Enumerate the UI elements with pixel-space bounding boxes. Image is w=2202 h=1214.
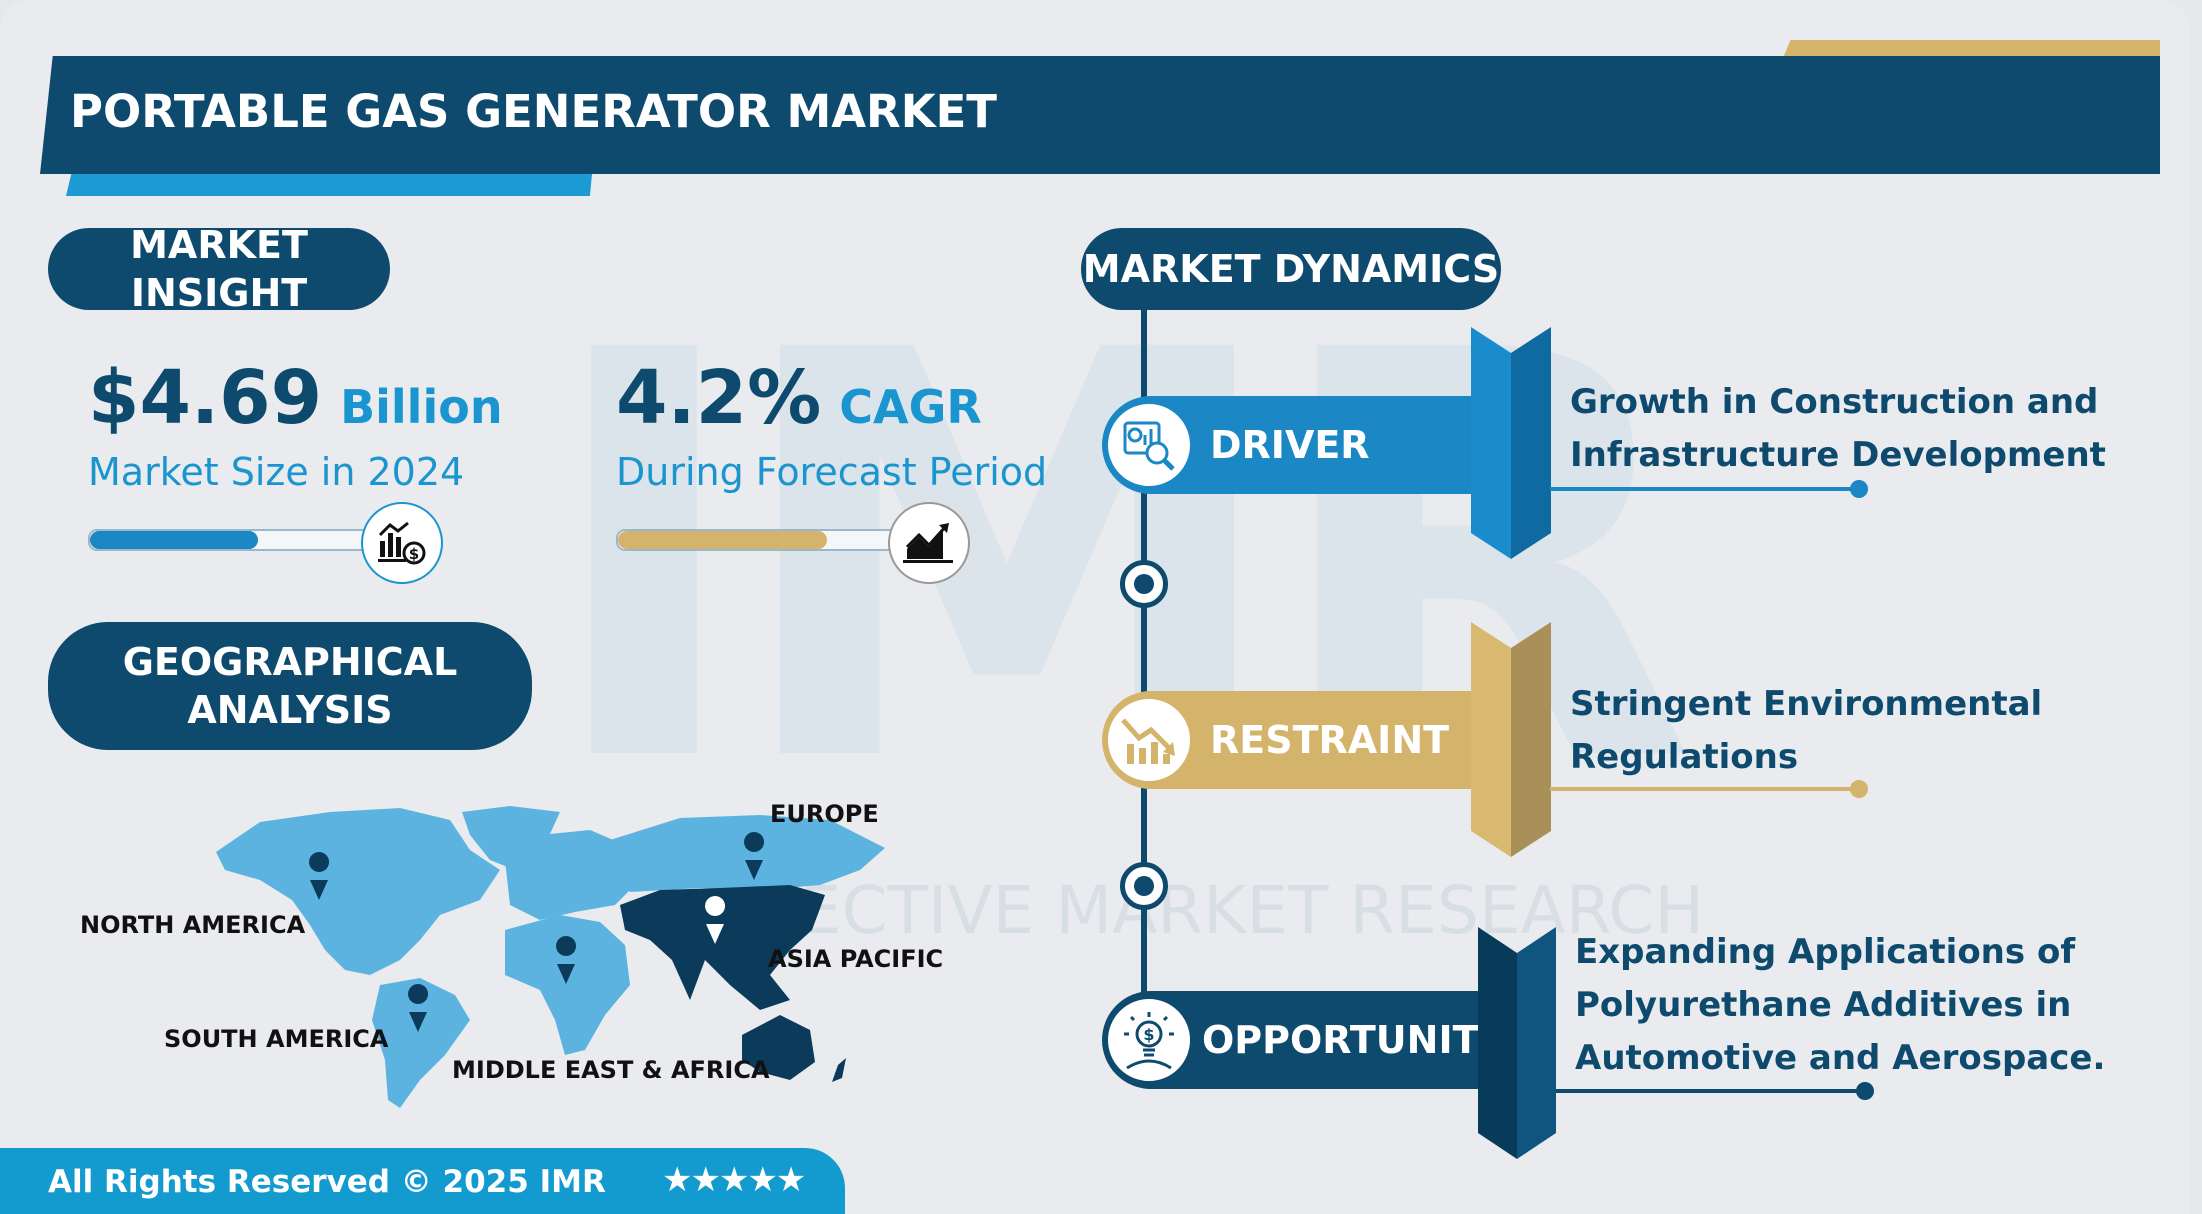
header-gold-stripe xyxy=(1783,40,2160,58)
analytics-magnifier-icon xyxy=(1104,400,1194,490)
restraint-chevron xyxy=(1471,622,1551,857)
region-label-middle-east-africa: MIDDLE EAST & AFRICA xyxy=(452,1056,770,1084)
svg-text:$: $ xyxy=(409,545,419,563)
declining-chart-icon xyxy=(1104,695,1194,785)
market-size-value: $4.69 Billion xyxy=(88,355,503,441)
cagr-value: 4.2% CAGR xyxy=(616,355,982,441)
chart-dollar-icon: $ xyxy=(361,502,443,584)
driver-text-line: Growth in Construction and xyxy=(1570,382,2099,422)
footer-copyright: All Rights Reserved © 2025 IMR xyxy=(48,1164,606,1200)
map-russia xyxy=(610,815,885,892)
market-size-number: $4.69 xyxy=(88,355,323,441)
market-size-unit: Billion xyxy=(340,380,503,434)
restraint-label: RESTRAINT xyxy=(1210,718,1450,762)
opportunity-underline xyxy=(1556,1082,1874,1100)
pin-north-america-icon xyxy=(309,852,330,900)
map-australia xyxy=(742,1015,815,1080)
map-asia-pacific xyxy=(620,885,825,1010)
market-size-progress-fill xyxy=(90,531,258,549)
pin-europe-icon xyxy=(744,832,765,880)
geographical-analysis-heading: GEOGRAPHICAL ANALYSIS xyxy=(48,622,532,750)
restraint-text-line: Regulations xyxy=(1570,737,1799,777)
market-insight-heading: MARKET INSIGHT xyxy=(48,223,390,315)
opportunity-chevron xyxy=(1478,927,1556,1159)
opportunity-text-line: Polyurethane Additives in xyxy=(1575,985,2072,1025)
driver-description: Growth in Construction and Infrastructur… xyxy=(1570,376,2106,482)
region-label-south-america: SOUTH AMERICA xyxy=(164,1025,389,1053)
driver-label: DRIVER xyxy=(1210,423,1370,467)
market-size-label: Market Size in 2024 xyxy=(88,450,465,494)
svg-text:$: $ xyxy=(1143,1025,1154,1044)
region-label-asia-pacific: ASIA PACIFIC xyxy=(768,945,944,973)
opportunity-description: Expanding Applications of Polyurethane A… xyxy=(1575,926,2105,1085)
map-africa xyxy=(505,915,630,1055)
opportunity-text-line: Automotive and Aerospace. xyxy=(1575,1038,2106,1078)
pin-africa-icon xyxy=(556,936,577,984)
map-north-america xyxy=(216,808,500,975)
restraint-underline xyxy=(1550,780,1868,798)
timeline-line xyxy=(1141,305,1147,1040)
market-dynamics-heading: MARKET DYNAMICS xyxy=(1081,228,1501,310)
timeline-node xyxy=(1120,862,1168,910)
lightbulb-dollar-icon: $ xyxy=(1104,995,1194,1085)
map-pins xyxy=(309,832,765,1032)
driver-underline xyxy=(1550,480,1868,498)
market-size-progress xyxy=(88,529,372,551)
header-blue-stripe xyxy=(66,174,592,196)
restraint-text-line: Stringent Environmental xyxy=(1570,684,2043,724)
pin-asia-pacific-icon xyxy=(705,896,726,944)
driver-chevron xyxy=(1471,327,1551,559)
restraint-description: Stringent Environmental Regulations xyxy=(1570,678,2042,784)
region-label-north-america: NORTH AMERICA xyxy=(80,911,306,939)
driver-text-line: Infrastructure Development xyxy=(1570,435,2106,475)
region-label-europe: EUROPE xyxy=(770,800,879,828)
header-band xyxy=(40,56,2160,174)
opportunity-label: OPPORTUNITY xyxy=(1202,1018,1507,1062)
geographical-heading-line2: ANALYSIS xyxy=(187,688,393,732)
timeline-node xyxy=(1120,560,1168,608)
opportunity-text-line: Expanding Applications of xyxy=(1575,932,2076,972)
map-south-america xyxy=(372,978,470,1108)
rating-stars-icon: ★★★★★ xyxy=(662,1160,806,1200)
cagr-progress xyxy=(616,529,902,551)
map-new-zealand xyxy=(832,1058,846,1082)
map-europe xyxy=(505,830,640,920)
cagr-number: 4.2% xyxy=(616,355,822,441)
map-greenland xyxy=(462,806,560,870)
cagr-unit: CAGR xyxy=(839,380,982,434)
cagr-progress-fill xyxy=(618,531,827,549)
pin-south-america-icon xyxy=(408,984,429,1032)
cagr-label: During Forecast Period xyxy=(616,450,1048,494)
growth-chart-icon xyxy=(888,502,970,584)
page-title: PORTABLE GAS GENERATOR MARKET xyxy=(70,85,998,138)
footer xyxy=(0,1148,845,1214)
geographical-heading-line1: GEOGRAPHICAL xyxy=(122,640,458,684)
